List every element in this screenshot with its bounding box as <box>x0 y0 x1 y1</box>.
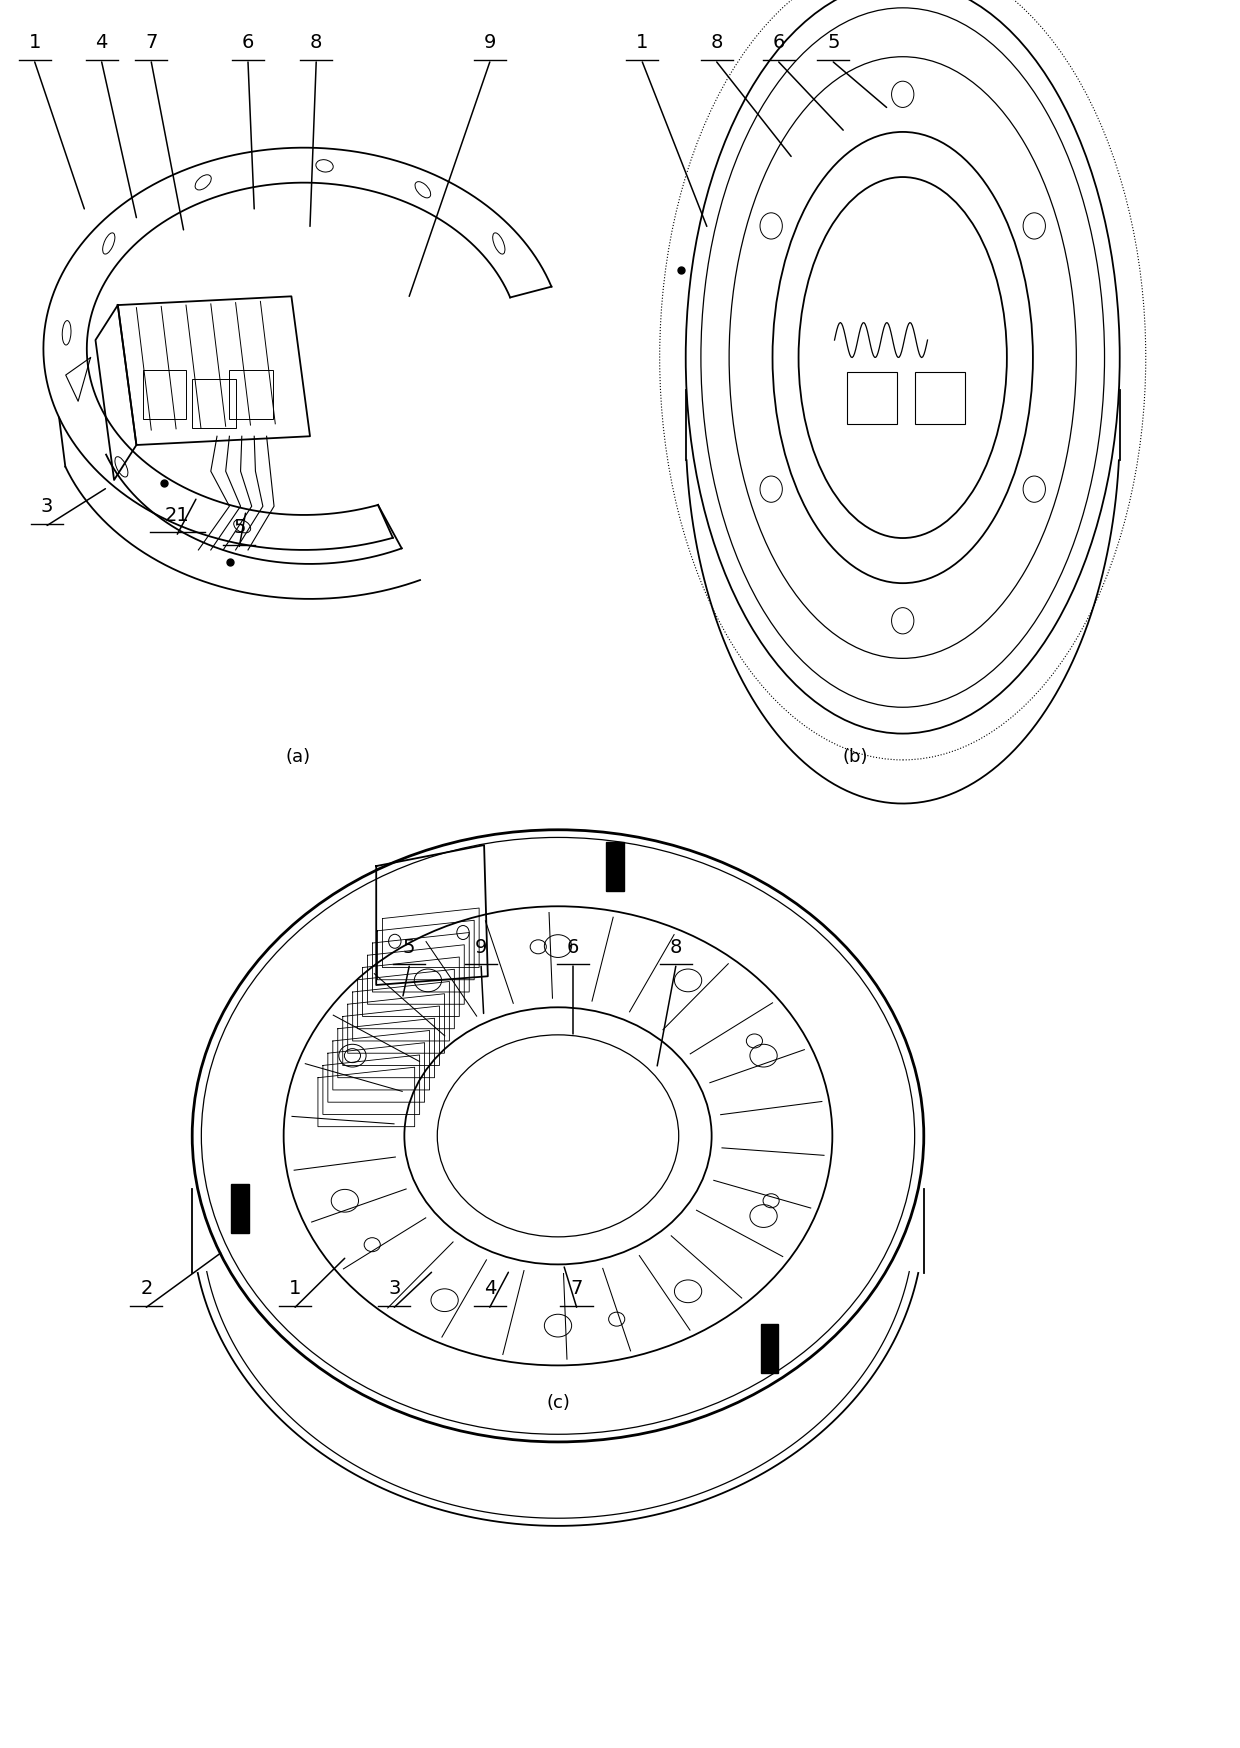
Text: 4: 4 <box>484 1278 496 1297</box>
Text: 7: 7 <box>145 33 157 52</box>
Bar <box>192 379 236 428</box>
Text: 21: 21 <box>165 505 190 524</box>
Text: 3: 3 <box>41 496 53 516</box>
Bar <box>143 371 186 420</box>
Text: 1: 1 <box>29 33 41 52</box>
Bar <box>847 372 897 425</box>
Text: 5: 5 <box>403 937 415 956</box>
Text: 8: 8 <box>711 33 723 52</box>
Text: (c): (c) <box>546 1393 570 1411</box>
Text: 7: 7 <box>570 1278 583 1297</box>
Text: 9: 9 <box>484 33 496 52</box>
Text: 4: 4 <box>95 33 108 52</box>
Text: 6: 6 <box>567 937 579 956</box>
Bar <box>915 372 965 425</box>
Text: (a): (a) <box>285 748 310 766</box>
Text: 5: 5 <box>827 33 839 52</box>
Bar <box>232 1185 249 1234</box>
Text: 9: 9 <box>475 937 487 956</box>
Text: 3: 3 <box>388 1278 401 1297</box>
Bar <box>606 843 624 891</box>
Bar <box>761 1325 779 1374</box>
Text: 2: 2 <box>140 1278 153 1297</box>
Text: (b): (b) <box>843 748 868 766</box>
Text: 8: 8 <box>310 33 322 52</box>
Text: 5: 5 <box>233 517 246 537</box>
Text: 1: 1 <box>636 33 649 52</box>
Text: 8: 8 <box>670 937 682 956</box>
Text: 6: 6 <box>242 33 254 52</box>
Bar <box>229 371 273 420</box>
Text: 1: 1 <box>289 1278 301 1297</box>
Text: 6: 6 <box>773 33 785 52</box>
